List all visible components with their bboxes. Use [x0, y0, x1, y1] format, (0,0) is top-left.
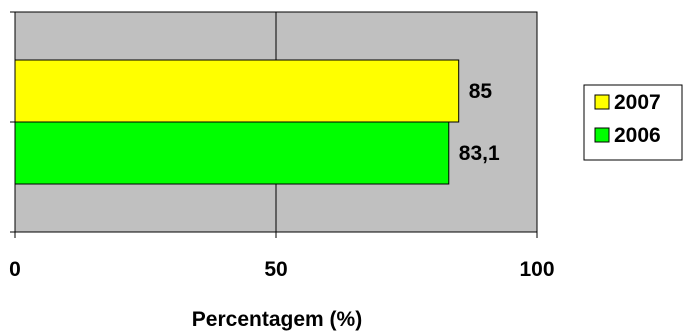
- legend-label-2006: 2006: [614, 124, 661, 147]
- x-tick-label-1: 50: [264, 258, 287, 281]
- x-tick-label-2: 100: [519, 258, 554, 281]
- bar-2007: [14, 59, 460, 123]
- bars: [14, 59, 460, 185]
- x-tick-label-0: 0: [9, 258, 21, 281]
- legend-swatch-2006: [594, 127, 610, 143]
- legend: 2007 2006: [583, 84, 683, 161]
- axes: 0 50 100: [9, 11, 555, 281]
- bar-2006: [14, 121, 450, 185]
- x-axis-title: Percentagem (%): [192, 308, 362, 331]
- data-labels: 85 83,1: [459, 80, 500, 165]
- data-label-2006: 83,1: [459, 142, 500, 165]
- data-label-2007: 85: [469, 80, 493, 103]
- legend-label-2007: 2007: [614, 91, 661, 114]
- legend-swatch-2007: [594, 94, 610, 110]
